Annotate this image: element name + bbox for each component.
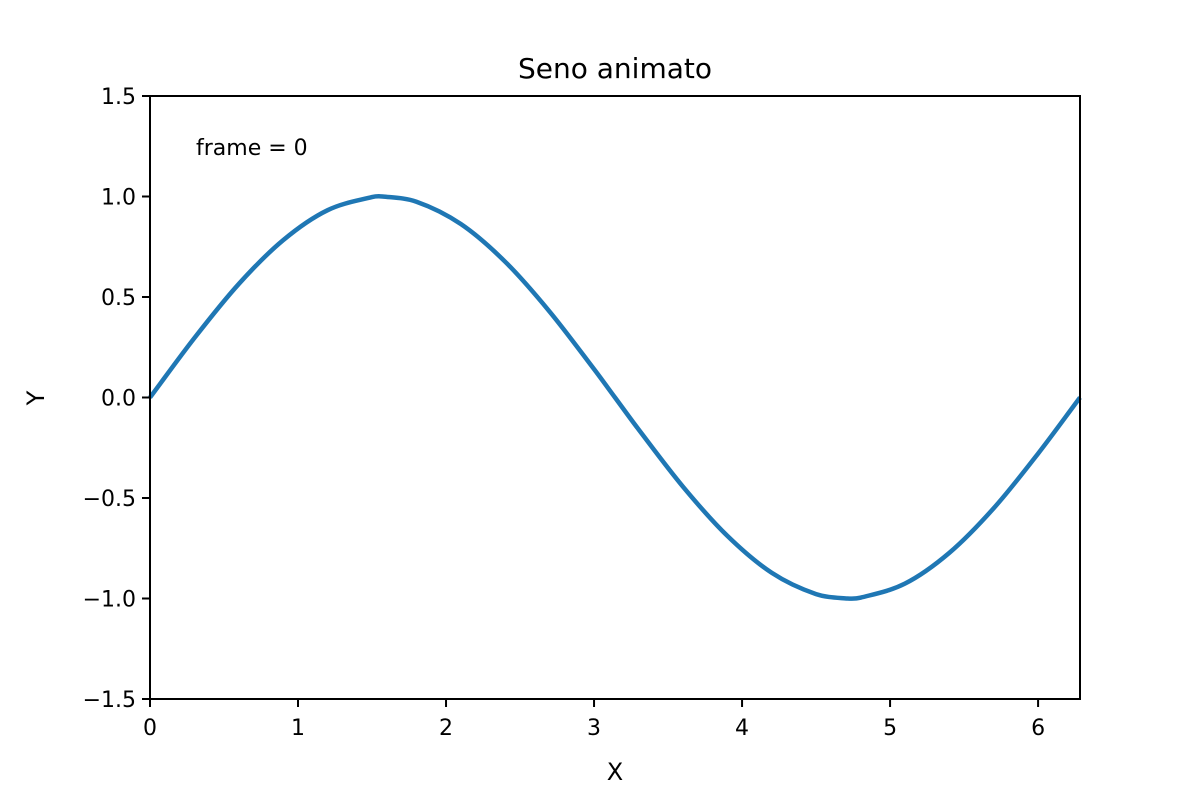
x-axis-label: X — [607, 758, 623, 786]
y-tick-label: 0.0 — [101, 387, 136, 412]
y-tick-label: 1.5 — [101, 85, 136, 110]
y-tick-label: 1.0 — [101, 186, 136, 211]
frame-annotation: frame = 0 — [196, 136, 308, 161]
axis-ticks: 0 1 2 3 4 5 6 −1.5 −1.0 −0.5 0.0 0.5 1.0 1.5 — [83, 85, 1046, 741]
x-tick-label: 5 — [883, 716, 897, 741]
x-tick-label: 6 — [1031, 716, 1045, 741]
plot-frame — [149, 95, 1081, 700]
y-axis-label: Y — [22, 390, 50, 406]
sine-line — [148, 194, 1082, 601]
x-tick-label: 3 — [587, 716, 601, 741]
y-tick-label: −1.5 — [83, 688, 136, 713]
x-tick-label: 1 — [291, 716, 305, 741]
x-tick-label: 4 — [735, 716, 749, 741]
chart-title: Seno animato — [518, 52, 712, 85]
x-tick-label: 2 — [439, 716, 453, 741]
y-tick-label: 0.5 — [101, 286, 136, 311]
x-tick-label: 0 — [143, 716, 157, 741]
y-tick-label: −0.5 — [83, 487, 136, 512]
y-tick-label: −1.0 — [83, 588, 136, 613]
series-layer — [148, 194, 1082, 601]
